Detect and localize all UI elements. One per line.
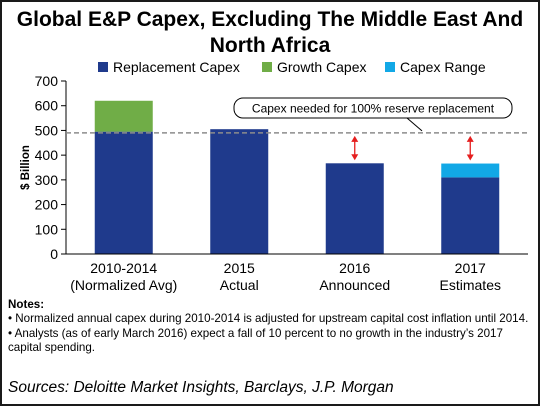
x-category-label: 2010-2014: [90, 260, 157, 276]
gap-arrow-head-down: [466, 154, 474, 161]
legend-swatch: [262, 62, 272, 72]
x-category-sublabel: Actual: [220, 277, 259, 293]
gap-arrow-head-down: [351, 154, 359, 161]
annotation-box: [233, 97, 513, 119]
bar-segment: [210, 129, 269, 254]
annotations: Capex needed for 100% reserve replacemen…: [66, 97, 528, 161]
source-line: Sources: Deloitte Market Insights, Barcl…: [8, 379, 394, 396]
chart-title: Global E&P Capex, Excluding The Middle E…: [16, 8, 524, 57]
note-item: • Analysts (as of early March 2016) expe…: [8, 326, 503, 355]
y-axis-title: $ Billion: [20, 145, 32, 190]
x-category-sublabel: Announced: [319, 277, 390, 293]
bar-segment: [441, 177, 500, 254]
legend-label: Capex Range: [400, 59, 486, 75]
x-category-label: 2017: [455, 260, 486, 276]
y-tick-label: 700: [35, 73, 59, 89]
y-tick-label: 500: [35, 122, 59, 138]
y-tick-label: 100: [35, 221, 59, 237]
plot-area: [94, 100, 500, 254]
x-category-label: 2016: [339, 260, 370, 276]
annotation-text: Capex needed for 100% reserve replacemen…: [252, 102, 495, 116]
legend-swatch: [98, 62, 108, 72]
notes-heading: Notes:: [8, 298, 45, 311]
bar-segment: [325, 163, 384, 254]
y-tick-label: 0: [50, 246, 58, 262]
y-tick-label: 600: [35, 98, 59, 114]
y-tick-label: 300: [35, 172, 59, 188]
x-category-sublabel: (Normalized Avg): [70, 277, 177, 293]
legend-label: Replacement Capex: [113, 59, 240, 75]
bar-segment: [441, 163, 500, 178]
x-category-sublabel: Estimates: [440, 277, 501, 293]
gap-arrow-head-up: [466, 135, 474, 142]
y-tick-label: 200: [35, 197, 59, 213]
x-category-label: 2015: [224, 260, 255, 276]
note-item: • Normalized annual capex during 2010-20…: [8, 312, 529, 326]
legend-swatch: [385, 62, 395, 72]
y-axis: 0 100 200 300 400 500 600 700 $ Billion: [20, 73, 67, 262]
legend-label: Growth Capex: [277, 59, 366, 75]
legend: Replacement Capex Growth Capex Capex Range: [98, 59, 486, 75]
notes-section: Notes: • Normalized annual capex during …: [8, 298, 534, 356]
bar-chart: Replacement Capex Growth Capex Capex Range…: [20, 59, 528, 293]
bar-segment: [94, 131, 153, 254]
annotation-leader: [406, 117, 423, 132]
y-tick-label: 400: [35, 147, 59, 163]
bar-segment: [94, 100, 153, 132]
gap-arrow-head-up: [351, 135, 359, 142]
